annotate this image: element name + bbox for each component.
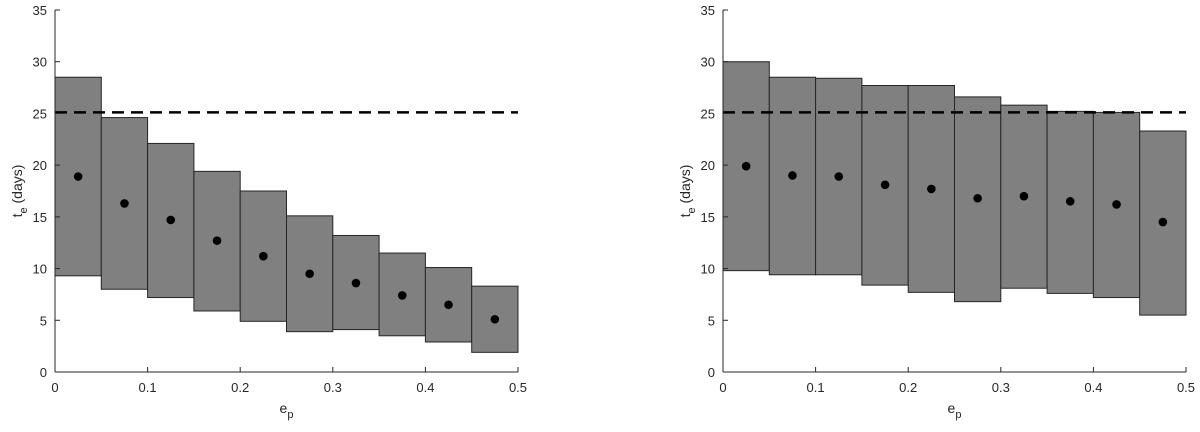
right-chart: 0 5 10 15 20 25 30 35 0 0.1 0.2 0.3 0.4 0.5 ep te (days… — [677, 3, 1195, 421]
mean-point — [166, 215, 176, 225]
x-tick-label: 0.5 — [1177, 380, 1195, 395]
mean-point — [973, 193, 982, 203]
x-tick-label: 0 — [719, 380, 726, 395]
x-tick-label: 0.3 — [324, 380, 342, 395]
y-tick-label: 25 — [701, 106, 715, 121]
y-tick-label: 10 — [701, 262, 715, 277]
y-tick-label: 25 — [33, 106, 47, 121]
mean-point — [305, 269, 314, 279]
mean-point — [927, 184, 936, 194]
y-tick-label: 35 — [33, 3, 47, 18]
y-tick-label: 35 — [701, 3, 715, 18]
x-tick-label: 0.5 — [509, 380, 527, 395]
mean-point — [120, 199, 129, 208]
mean-point — [259, 251, 268, 261]
mean-point — [1019, 191, 1029, 201]
mean-point — [351, 278, 361, 288]
x-tick-label: 0.1 — [139, 380, 157, 395]
x-axis-label: ep — [280, 400, 294, 421]
x-tick-label: 0.2 — [231, 380, 249, 395]
y-tick-label: 15 — [33, 210, 47, 225]
mean-point — [444, 300, 453, 310]
y-axis-label: te (days) — [9, 165, 30, 218]
mean-point — [1065, 197, 1075, 206]
mean-point — [1158, 217, 1168, 227]
y-tick-label: 15 — [701, 210, 715, 225]
x-tick-label: 0.2 — [899, 380, 917, 395]
mean-point — [212, 236, 222, 245]
left-chart: 0 5 10 15 20 25 30 35 0 0.1 0.2 0.3 0.4 0.5 ep te (days… — [9, 3, 527, 421]
y-tick-label: 30 — [33, 55, 47, 70]
mean-point — [73, 172, 83, 181]
mean-point — [834, 172, 844, 181]
mean-point — [397, 291, 407, 300]
x-tick-label: 0 — [51, 380, 58, 395]
y-tick-label: 20 — [33, 158, 47, 173]
mean-point — [788, 171, 797, 180]
x-tick-label: 0.3 — [992, 380, 1010, 395]
range-box — [378, 252, 426, 337]
x-axis-label: ep — [948, 400, 962, 421]
y-tick-label: 5 — [708, 313, 715, 328]
y-tick-label: 5 — [40, 313, 47, 328]
x-tick-label: 0.1 — [807, 380, 825, 395]
y-tick-label: 20 — [701, 158, 715, 173]
x-tick-label: 0.4 — [1084, 380, 1102, 395]
y-tick-label: 0 — [40, 365, 47, 380]
x-tick-label: 0.4 — [416, 380, 434, 395]
mean-point — [741, 161, 751, 171]
mean-point — [880, 180, 890, 190]
mean-point — [490, 314, 500, 324]
y-axis-label: te (days) — [677, 165, 698, 218]
y-tick-label: 10 — [33, 262, 47, 277]
y-tick-label: 0 — [708, 365, 715, 380]
y-tick-label: 30 — [701, 55, 715, 70]
mean-point — [1112, 200, 1121, 209]
